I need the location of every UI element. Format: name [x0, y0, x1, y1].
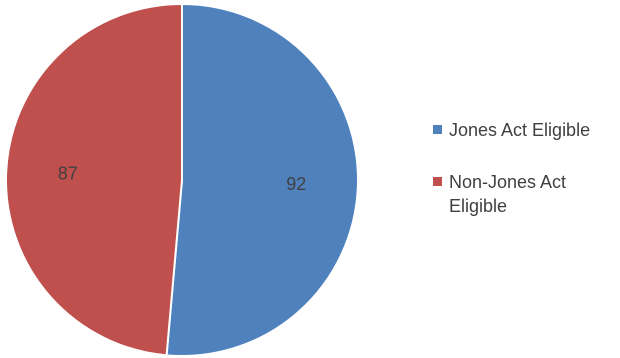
legend-label-non-jones-act-eligible: Non-Jones Act Eligible [449, 172, 567, 216]
data-label-non-jones-act-eligible: 87 [58, 164, 78, 184]
legend-item-non-jones-act-eligible: Non-Jones Act Eligible [433, 170, 613, 218]
legend-swatch-jones-act-eligible [433, 125, 442, 134]
data-label-jones-act-eligible: 92 [286, 174, 306, 194]
data-labels: 92 87 [58, 164, 307, 194]
pie-plot-area: 92 87 [5, 2, 359, 357]
legend: Jones Act Eligible Non-Jones Act Eligibl… [433, 118, 613, 246]
slice-non-jones-act-eligible [5, 2, 183, 357]
legend-item-jones-act-eligible: Jones Act Eligible [433, 118, 613, 142]
legend-label-jones-act-eligible: Jones Act Eligible [449, 120, 591, 140]
legend-swatch-non-jones-act-eligible [433, 177, 442, 186]
slices [5, 2, 359, 357]
slice-jones-act-eligible [165, 2, 359, 357]
